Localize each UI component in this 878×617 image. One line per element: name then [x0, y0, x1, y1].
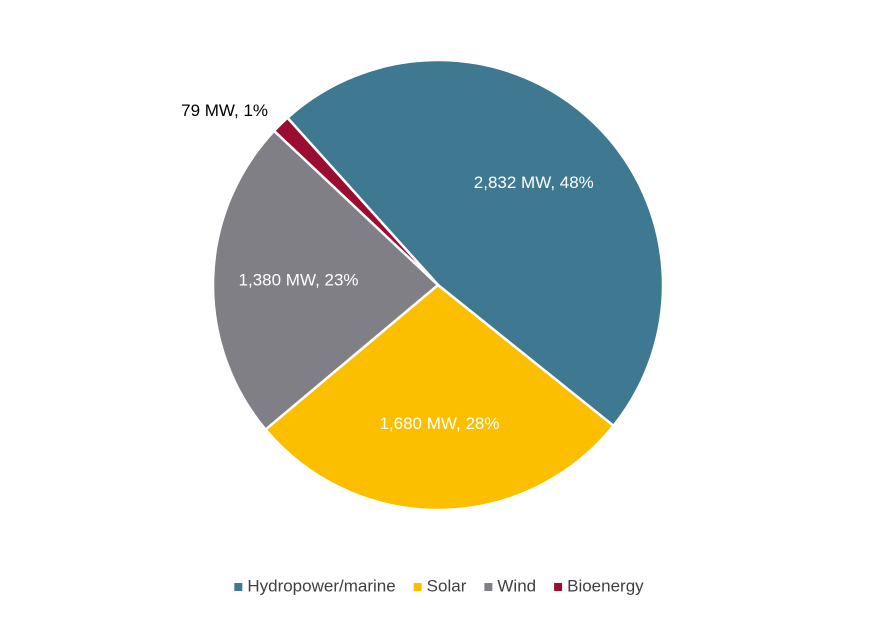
legend-swatch — [413, 583, 422, 591]
legend-swatch — [234, 583, 243, 591]
legend-label: Wind — [497, 576, 536, 595]
legend-label: Hydropower/marine — [247, 576, 395, 595]
pie-slice — [272, 116, 439, 286]
legend-swatch — [484, 583, 493, 591]
legend-label: Solar — [427, 576, 467, 595]
data-label: 79 MW, 1% — [181, 101, 268, 120]
legend-swatch — [554, 583, 563, 591]
legend: Hydropower/marine Solar Wind Bioenergy — [234, 576, 644, 595]
pie-slice — [285, 58, 665, 428]
legend-label: Bioenergy — [567, 576, 644, 595]
pie-slice — [263, 283, 616, 512]
data-label: 1,380 MW, 23% — [239, 271, 359, 290]
pie-slice — [211, 129, 440, 432]
data-label: 2,832 MW, 48% — [474, 173, 594, 192]
data-label: 1,680 MW, 28% — [379, 414, 499, 433]
